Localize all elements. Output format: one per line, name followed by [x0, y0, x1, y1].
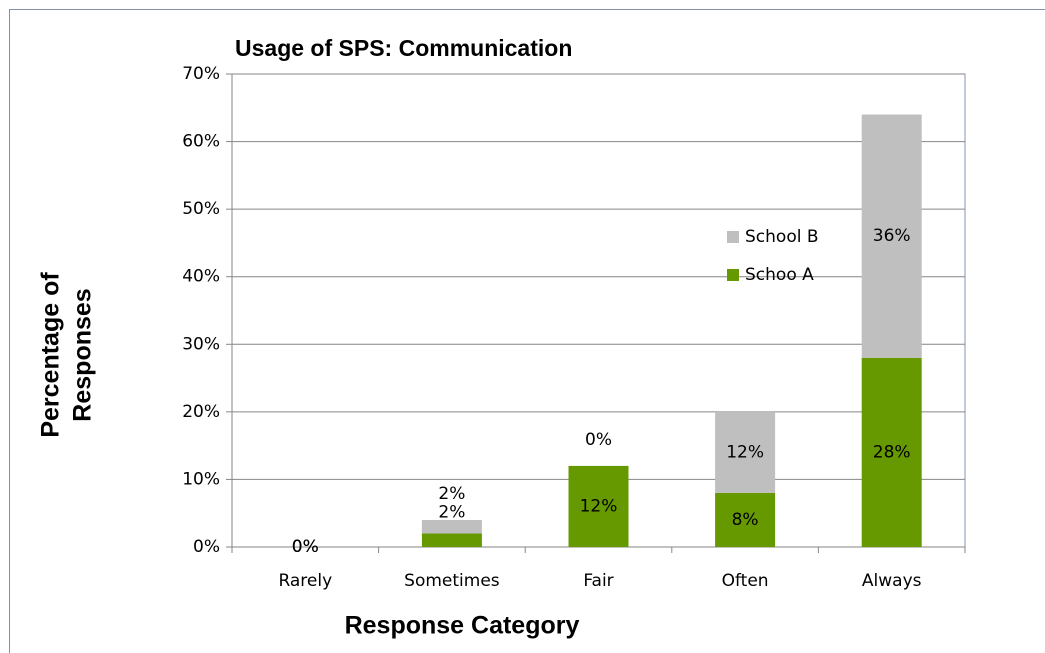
bar-segment — [421, 533, 482, 547]
y-tick-label: 70% — [182, 64, 220, 84]
y-tick-label: 20% — [182, 402, 220, 422]
x-tick-label: Sometimes — [404, 571, 500, 591]
x-axis-label: Response Category — [345, 612, 580, 640]
legend-label: Schoo A — [745, 265, 814, 285]
value-label: 2% — [438, 502, 465, 522]
y-tick-label: 10% — [182, 469, 220, 489]
y-tick-label: 0% — [193, 537, 220, 557]
legend-swatch — [727, 231, 739, 243]
y-tick-label: 40% — [182, 267, 220, 287]
legend-swatch — [727, 269, 739, 281]
y-tick-label: 30% — [182, 334, 220, 354]
bar-segment — [861, 357, 922, 547]
y-tick-label: 50% — [182, 199, 220, 219]
value-label: 2% — [438, 484, 465, 504]
y-tick-label: 60% — [182, 132, 220, 152]
bar-segment — [861, 114, 922, 358]
chart-title: Usage of SPS: Communication — [235, 35, 572, 61]
y-axis-label: Percentage of — [37, 272, 65, 438]
bar-segment — [715, 411, 776, 493]
x-tick-label: Fair — [583, 571, 613, 591]
value-label: 0% — [585, 430, 612, 450]
value-label: 28% — [873, 442, 911, 462]
y-axis-label: Responses — [69, 288, 97, 421]
bar-segment — [715, 492, 776, 547]
value-label: 12% — [726, 442, 764, 462]
bar-segment — [421, 519, 482, 534]
value-label: 12% — [580, 496, 618, 516]
legend-label: School B — [745, 227, 819, 247]
value-label: 0% — [292, 537, 319, 557]
bar-segment — [568, 465, 629, 547]
value-label: 36% — [873, 226, 911, 246]
x-tick-label: Rarely — [278, 571, 332, 591]
x-tick-label: Often — [722, 571, 769, 591]
x-tick-label: Always — [862, 571, 922, 591]
value-label: 8% — [732, 510, 759, 530]
value-label: 0% — [292, 537, 319, 557]
